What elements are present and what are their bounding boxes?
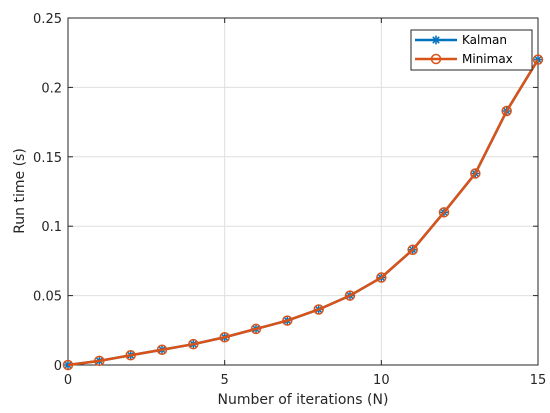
data-point-minimax: [407, 244, 418, 256]
data-point-minimax: [438, 207, 450, 218]
data-point-minimax: [219, 331, 230, 343]
data-point-minimax: [501, 105, 512, 117]
y-tick-label: 0: [54, 359, 62, 374]
y-tick-label: 0.15: [33, 151, 62, 166]
y-tick-label: 0.05: [33, 290, 62, 305]
data-point-minimax: [125, 350, 136, 361]
data-point-minimax: [94, 355, 105, 367]
data-point-minimax: [250, 323, 262, 335]
x-tick-label: 5: [221, 373, 229, 388]
series-group: [62, 54, 544, 371]
data-point-minimax: [344, 290, 356, 301]
legend-box: [410, 29, 533, 71]
series-kalman: [63, 55, 543, 370]
x-tick-label: 15: [530, 373, 547, 388]
data-point-minimax: [470, 168, 481, 179]
data-point-minimax: [156, 344, 168, 355]
x-tick-label: 10: [373, 373, 390, 388]
data-point-minimax: [62, 359, 74, 371]
x-tick-label: 0: [64, 373, 72, 388]
series-minimax: [62, 54, 544, 371]
y-tick-label: 0.2: [41, 81, 62, 96]
series-line-minimax: [67, 58, 540, 367]
y-tick-label: 0.1: [41, 220, 62, 235]
legend-marker-minimax: [430, 53, 442, 65]
legend-label-minimax: Minimax: [462, 52, 513, 66]
legend: Kalman Minimax: [410, 29, 533, 71]
y-tick-label: 0.25: [33, 12, 62, 27]
series-line-kalman: [67, 58, 540, 367]
data-point-minimax: [313, 304, 324, 315]
plot-frame: [67, 17, 539, 366]
axis-ticks: 0 5 10 15 0 0.05 0.1 0.15 0.2 0.25: [33, 12, 546, 388]
legend-label-kalman: Kalman: [462, 33, 507, 47]
x-axis-label: Number of iterations (N): [218, 392, 389, 408]
data-point-minimax: [532, 54, 544, 65]
grid-lines: [68, 18, 538, 365]
y-axis-label: Run time (s): [12, 148, 28, 234]
data-point-minimax: [188, 338, 199, 350]
data-point-minimax: [376, 272, 387, 283]
data-point-minimax: [282, 315, 293, 326]
legend-marker-shape: [430, 53, 442, 65]
legend-marker-shape: [431, 35, 441, 45]
legend-marker-kalman: [431, 35, 441, 45]
